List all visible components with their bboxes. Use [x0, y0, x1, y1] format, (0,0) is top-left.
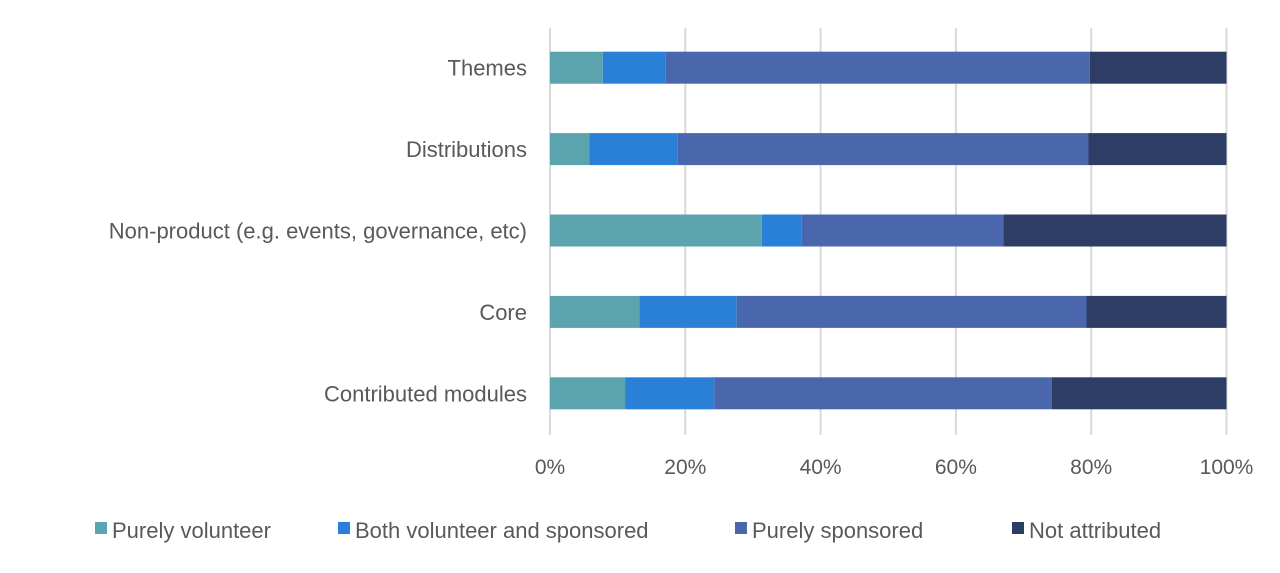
bar-segment-purely-sponsored	[736, 295, 1087, 328]
bar-segment-purely-sponsored	[677, 133, 1089, 166]
x-tick-label: 40%	[800, 456, 842, 479]
category-label: Contributed modules	[324, 381, 527, 406]
legend-label: Purely sponsored	[752, 518, 923, 543]
bar-segment-both-volunteer-and-sponsored	[761, 214, 802, 247]
bar-segment-not-attributed	[1088, 133, 1227, 166]
bar-segment-both-volunteer-and-sponsored	[589, 133, 678, 166]
bar-segment-purely-volunteer	[550, 377, 626, 410]
legend-swatch	[735, 522, 747, 534]
legend-label: Both volunteer and sponsored	[355, 518, 649, 543]
legend-label: Not attributed	[1029, 518, 1161, 543]
bar-segment-purely-sponsored	[714, 377, 1052, 410]
legend-swatch	[338, 522, 350, 534]
bar-segment-purely-volunteer	[550, 214, 762, 247]
category-label: Core	[479, 300, 527, 325]
legend-swatch	[1012, 522, 1024, 534]
bar-segment-purely-volunteer	[550, 133, 590, 166]
bar-segment-purely-sponsored	[801, 214, 1004, 247]
bar-segment-not-attributed	[1003, 214, 1227, 247]
bar-segment-not-attributed	[1089, 51, 1227, 84]
bar-segment-both-volunteer-and-sponsored	[625, 377, 715, 410]
bar-segment-not-attributed	[1086, 295, 1227, 328]
category-label: Non-product (e.g. events, governance, et…	[109, 219, 527, 244]
x-tick-label: 60%	[935, 456, 977, 479]
bar-segment-purely-sponsored	[665, 51, 1090, 84]
x-tick-label: 0%	[535, 456, 565, 479]
x-tick-label: 20%	[664, 456, 706, 479]
legend-swatch	[95, 522, 107, 534]
x-tick-label: 80%	[1070, 456, 1112, 479]
category-label: Distributions	[406, 137, 527, 162]
category-label: Themes	[448, 56, 527, 81]
bar-segment-purely-volunteer	[550, 295, 640, 328]
bar-segment-not-attributed	[1051, 377, 1227, 410]
bar-segment-both-volunteer-and-sponsored	[602, 51, 666, 84]
legend-label: Purely volunteer	[112, 518, 271, 543]
x-tick-label: 100%	[1200, 456, 1254, 479]
bar-segment-both-volunteer-and-sponsored	[639, 295, 737, 328]
bar-segment-purely-volunteer	[550, 51, 603, 84]
